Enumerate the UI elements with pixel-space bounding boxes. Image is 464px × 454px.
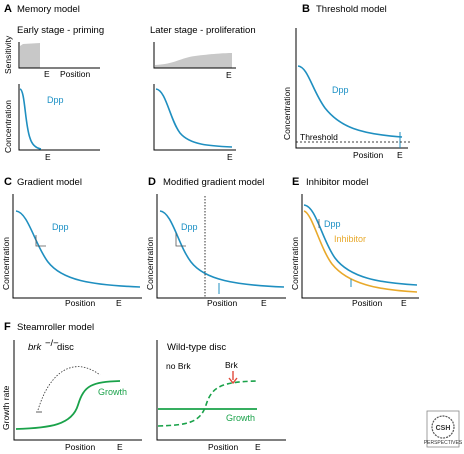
early-concentration-axis-label: Concentration: [3, 100, 13, 153]
panel-d-letter: D: [148, 176, 156, 188]
early-sensitivity-axes: [18, 42, 100, 69]
panel-f-right-position-label: Position: [208, 442, 239, 452]
panel-a-early-title: Early stage - priming: [17, 25, 104, 36]
panel-b-dpp-curve: [297, 65, 403, 138]
panel-c-axes: [12, 194, 142, 299]
later-concentration-e-label: E: [227, 152, 233, 162]
panel-f-left-e-label: E: [117, 442, 123, 452]
panel-f-right-growth-label: Growth: [226, 413, 255, 423]
panel-d: D Modified gradient model Dpp Concentrat…: [145, 176, 286, 308]
panel-a: A Memory model Early stage - priming Lat…: [3, 3, 256, 162]
panel-f-left-axes: [13, 340, 142, 441]
early-concentration-axes: [18, 84, 100, 151]
panel-e-concentration-label: Concentration: [290, 237, 300, 290]
panel-e-dpp-label: Dpp: [324, 219, 341, 229]
panel-f-brk-superscript: −/−: [45, 338, 59, 349]
panel-d-concentration-label: Concentration: [145, 237, 155, 290]
panel-e-inhibitor-curve: [303, 210, 418, 293]
logo-subtext: PERSPECTIVES: [424, 440, 463, 446]
later-sensitivity-axes: [153, 42, 236, 69]
panel-d-axes: [156, 194, 286, 299]
csh-perspectives-logo: CSH PERSPECTIVES: [424, 410, 463, 448]
early-sensitivity-position-label: Position: [60, 69, 91, 79]
panel-f-brk-gene: brk: [28, 342, 42, 353]
panel-f-right-brk-curve: [157, 380, 258, 427]
panel-d-slope-triangle: [175, 233, 186, 247]
panel-e-position-label: Position: [352, 298, 383, 308]
panel-f-letter: F: [4, 321, 11, 333]
panel-f-wildtype-title: Wild-type disc: [167, 342, 226, 353]
panel-b-dpp-label: Dpp: [332, 85, 349, 95]
panel-f: F Steamroller model brk −/− disc Growth …: [1, 321, 286, 452]
panel-b-e-label: E: [397, 150, 403, 160]
panel-f-left-growth-curve: [15, 380, 121, 430]
panel-c-title: Gradient model: [17, 177, 82, 188]
panel-b-concentration-label: Concentration: [282, 87, 292, 140]
later-sensitivity-area: [155, 53, 232, 68]
sensitivity-axis-label: Sensitivity: [3, 35, 13, 74]
panel-e: E Inhibitor model Dpp Inhibitor Concentr…: [290, 176, 419, 308]
panel-f-brk-arrow-head: [228, 377, 238, 385]
panel-c-dpp-curve: [15, 210, 141, 288]
panel-b: B Threshold model Dpp Threshold Concentr…: [282, 3, 410, 160]
panel-a-later-title: Later stage - proliferation: [150, 25, 256, 36]
panel-b-threshold-label: Threshold: [300, 132, 338, 142]
panel-d-title: Modified gradient model: [163, 177, 264, 188]
panel-d-dpp-curve: [159, 210, 285, 288]
panel-f-brk-suffix: disc: [57, 342, 74, 353]
panel-b-title: Threshold model: [316, 4, 387, 15]
panel-f-title: Steamroller model: [17, 322, 94, 333]
panel-a-title: Memory model: [17, 4, 80, 15]
panel-f-left-position-label: Position: [65, 442, 96, 452]
panel-e-letter: E: [292, 176, 299, 188]
panel-c-dpp-label: Dpp: [52, 222, 69, 232]
panel-e-e-label: E: [401, 298, 407, 308]
panel-f-left-dotted-arc: [37, 366, 101, 411]
logo-text: CSH: [436, 425, 451, 432]
panel-b-letter: B: [302, 3, 310, 15]
panel-a-letter: A: [4, 3, 12, 15]
panel-e-title: Inhibitor model: [306, 177, 368, 188]
panel-f-right-axes: [156, 340, 286, 441]
panel-c-concentration-label: Concentration: [1, 237, 11, 290]
panel-f-no-brk-label: no Brk: [166, 361, 191, 371]
panel-c-position-label: Position: [65, 298, 96, 308]
early-concentration-e-label: E: [45, 152, 51, 162]
later-sensitivity-e-label: E: [226, 70, 232, 80]
early-sensitivity-e-label: E: [44, 69, 50, 79]
panel-f-right-e-label: E: [255, 442, 261, 452]
logo-frame: [426, 410, 460, 448]
panel-d-e-label: E: [261, 298, 267, 308]
panel-e-inhibitor-label: Inhibitor: [334, 234, 366, 244]
logo-seal-icon: [431, 415, 455, 439]
early-dpp-curve: [19, 88, 42, 150]
panel-c-e-label: E: [116, 298, 122, 308]
panel-d-dpp-label: Dpp: [181, 222, 198, 232]
later-dpp-curve: [155, 88, 233, 148]
panel-e-axes: [301, 194, 419, 299]
panel-f-growth-rate-label: Growth rate: [1, 385, 11, 430]
later-concentration-axes: [153, 84, 236, 151]
panel-b-axes: [295, 28, 408, 149]
panel-b-position-label: Position: [353, 150, 384, 160]
early-dpp-label: Dpp: [47, 95, 64, 105]
panel-c-slope-triangle: [35, 235, 46, 247]
panel-f-left-growth-label: Growth: [98, 387, 127, 397]
panel-c-letter: C: [4, 176, 12, 188]
panel-f-brk-label: Brk: [225, 360, 239, 370]
early-sensitivity-area: [20, 43, 40, 68]
panel-e-dpp-curve: [303, 204, 418, 286]
panel-c: C Gradient model Dpp Concentration Posit…: [1, 176, 142, 308]
panel-d-position-label: Position: [207, 298, 238, 308]
